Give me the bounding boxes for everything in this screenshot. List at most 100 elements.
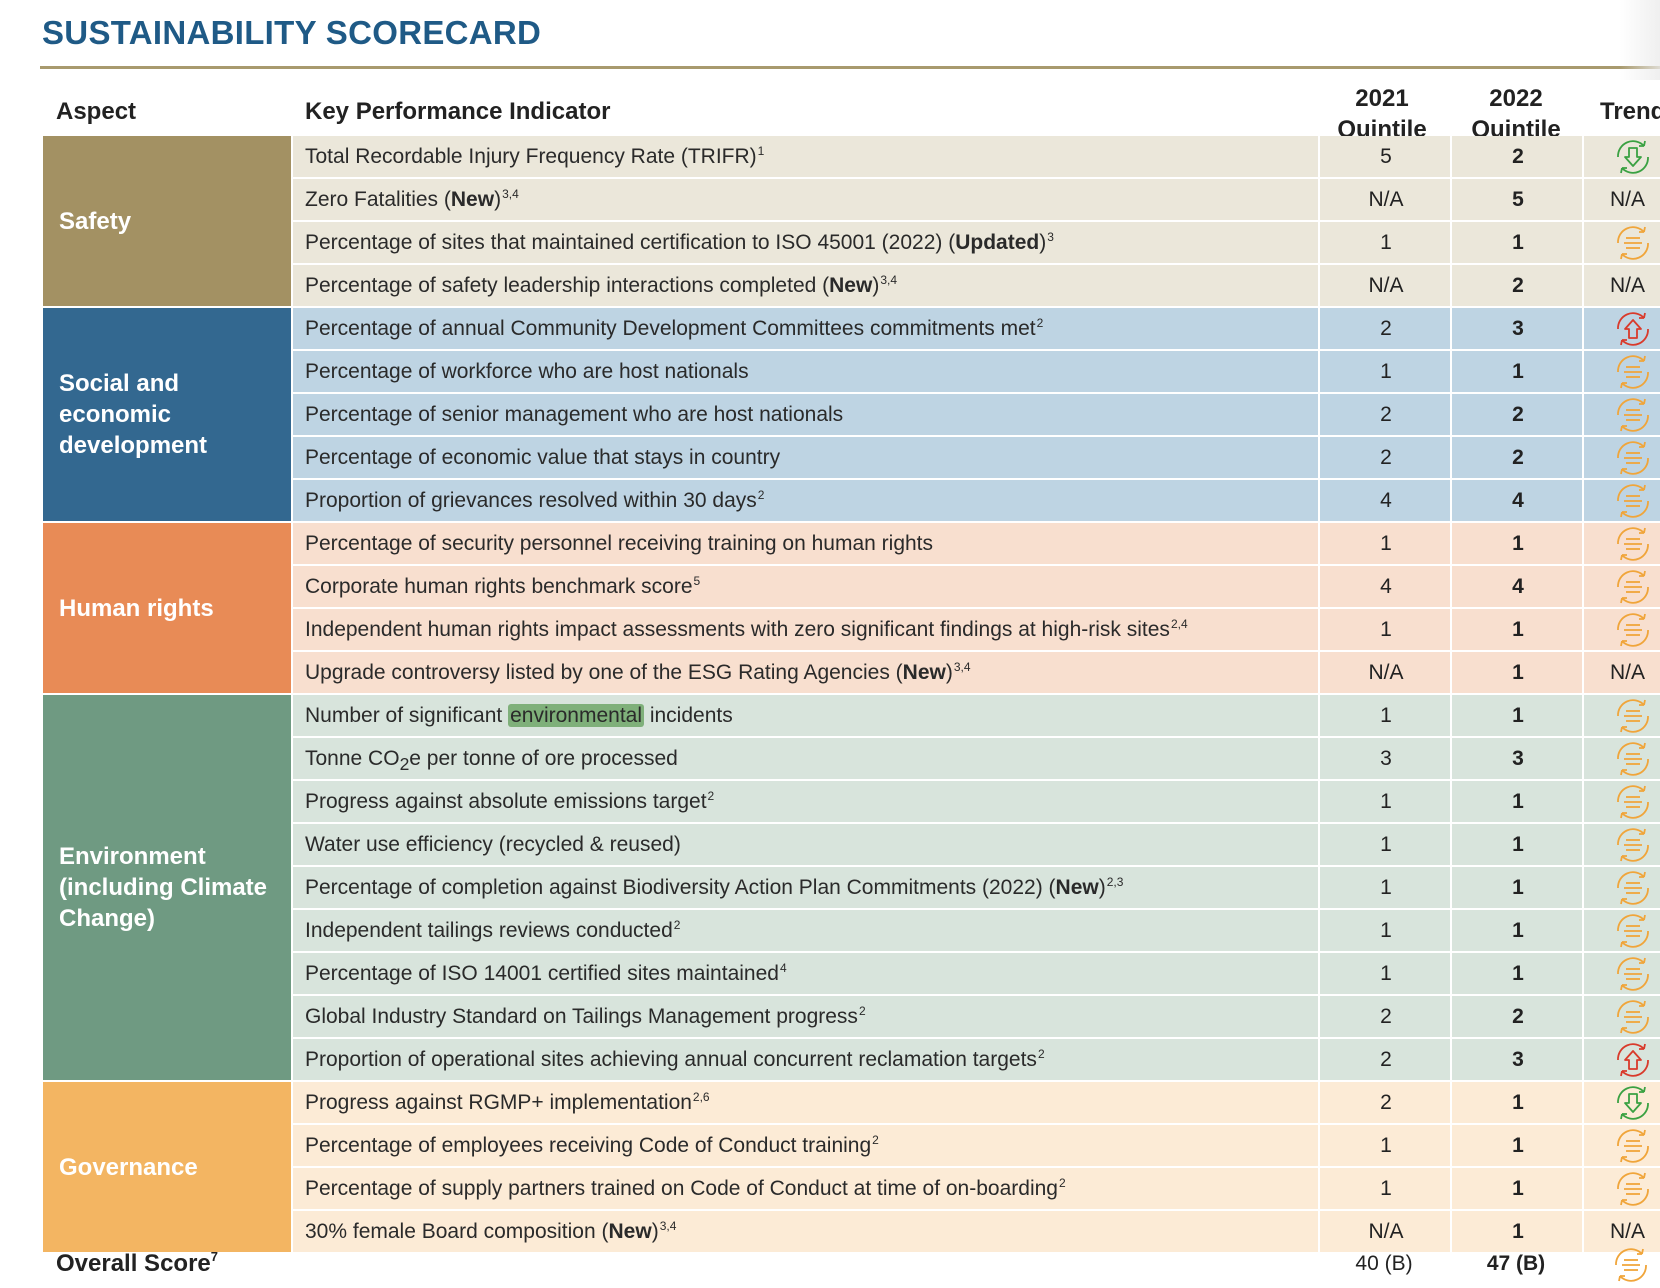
table-row: Progress against RGMP+ implementation2,6… — [293, 1082, 1660, 1125]
quintile-2021: 5 — [1318, 136, 1452, 177]
trend-flat-icon — [1614, 870, 1652, 906]
aspect-label: Social and economic development — [43, 308, 291, 523]
kpi-footnote: 3 — [1047, 230, 1054, 244]
header-kpi: Key Performance Indicator — [305, 98, 611, 125]
quintile-2021: 4 — [1318, 566, 1452, 607]
trend-cell — [1582, 1168, 1660, 1209]
table-row: Percentage of workforce who are host nat… — [293, 351, 1660, 394]
kpi-bold: New — [1055, 876, 1099, 899]
kpi-text-after: ) — [494, 188, 502, 211]
kpi-cell: Percentage of safety leadership interact… — [305, 265, 897, 306]
kpi-cell: Percentage of completion against Biodive… — [305, 867, 1123, 908]
kpi-text: Zero Fatalities ( — [305, 188, 451, 211]
trend-cell — [1582, 910, 1660, 951]
quintile-2021: 2 — [1318, 1082, 1452, 1123]
table-row: Independent human rights impact assessme… — [293, 609, 1660, 652]
quintile-2021: 1 — [1318, 1168, 1452, 1209]
kpi-subscript: 2 — [399, 754, 410, 775]
kpi-footnote: 5 — [693, 574, 701, 588]
aspect-name: Safety — [59, 207, 132, 235]
quintile-2021: N/A — [1318, 179, 1452, 220]
quintile-2021: 2 — [1318, 308, 1452, 349]
quintile-2022: 4 — [1450, 566, 1584, 607]
trend-down-icon — [1614, 1085, 1652, 1121]
header-trend: Trend — [1600, 98, 1660, 125]
quintile-2021: N/A — [1318, 1211, 1452, 1252]
kpi-text: Percentage of completion against Biodive… — [305, 876, 1056, 899]
kpi-text-after: ) — [945, 661, 953, 684]
trend-cell — [1582, 308, 1660, 349]
quintile-2021: 2 — [1318, 996, 1452, 1037]
trend-cell — [1582, 1039, 1660, 1080]
quintile-2022: 5 — [1450, 179, 1584, 220]
quintile-2021: 1 — [1318, 910, 1452, 951]
kpi-cell: Tonne CO2e per tonne of ore processed — [305, 738, 678, 779]
kpi-text: Percentage of employees receiving Code o… — [305, 1134, 872, 1157]
kpi-footnote: 2 — [1037, 1047, 1045, 1061]
trend-up-icon — [1614, 311, 1652, 347]
quintile-2021: 1 — [1318, 824, 1452, 865]
trend-cell: N/A — [1582, 652, 1660, 693]
table-row: Upgrade controversy listed by one of the… — [293, 652, 1660, 695]
kpi-text: Tonne CO — [305, 747, 400, 770]
trend-cell: N/A — [1582, 179, 1660, 220]
quintile-2022: 2 — [1450, 996, 1584, 1037]
table-row: Percentage of senior management who are … — [293, 394, 1660, 437]
quintile-2022: 2 — [1450, 136, 1584, 177]
table-row: Percentage of employees receiving Code o… — [293, 1125, 1660, 1168]
kpi-text: Independent tailings reviews conducted — [305, 919, 673, 942]
kpi-text: Percentage of supply partners trained on… — [305, 1177, 1058, 1200]
quintile-2022: 1 — [1450, 824, 1584, 865]
trend-flat-icon — [1614, 1128, 1652, 1164]
kpi-text: Corporate human rights benchmark score — [305, 575, 693, 598]
trend-cell — [1582, 738, 1660, 779]
kpi-text: Progress against absolute emissions targ… — [305, 790, 707, 813]
trend-down-icon — [1614, 139, 1652, 175]
quintile-2022: 1 — [1450, 652, 1584, 693]
trend-flat-icon — [1614, 569, 1652, 605]
overall-score-footnote: 7 — [210, 1249, 218, 1264]
trend-cell — [1582, 1082, 1660, 1123]
kpi-text-after: incidents — [644, 704, 733, 727]
quintile-2021: 1 — [1318, 351, 1452, 392]
table-row: Percentage of safety leadership interact… — [293, 265, 1660, 308]
kpi-text: Proportion of operational sites achievin… — [305, 1048, 1037, 1071]
kpi-text: Independent human rights impact assessme… — [305, 618, 1170, 641]
header-aspect: Aspect — [56, 98, 137, 125]
kpi-text: Percentage of sites that maintained cert… — [305, 231, 956, 254]
trend-cell — [1582, 1125, 1660, 1166]
kpi-cell: Percentage of sites that maintained cert… — [305, 222, 1054, 263]
aspect-label: Environment (including Climate Change) — [43, 695, 291, 1082]
kpi-footnote: 3,4 — [502, 187, 519, 201]
kpi-bold: New — [608, 1220, 652, 1243]
kpi-cell: Number of significant environmental inci… — [305, 695, 733, 736]
kpi-footnote: 3,4 — [659, 1219, 677, 1233]
quintile-2022: 4 — [1450, 480, 1584, 521]
trend-cell — [1582, 437, 1660, 478]
table-row: Independent tailings reviews conducted2 1… — [293, 910, 1660, 953]
trend-flat-icon — [1614, 397, 1652, 433]
kpi-text-after: ) — [651, 1220, 659, 1243]
kpi-text: Percentage of ISO 14001 certified sites … — [305, 962, 779, 985]
trend-flat-icon — [1614, 913, 1652, 949]
table-row: Percentage of ISO 14001 certified sites … — [293, 953, 1660, 996]
quintile-2021: 2 — [1318, 1039, 1452, 1080]
trend-cell — [1582, 136, 1660, 177]
quintile-2021: 1 — [1318, 609, 1452, 650]
kpi-text: Global Industry Standard on Tailings Man… — [305, 1005, 858, 1028]
table-row: Number of significant environmental inci… — [293, 695, 1660, 738]
trend-na: N/A — [1610, 274, 1646, 297]
aspect-name: Human rights — [59, 594, 214, 622]
page-edge-shadow — [1620, 0, 1660, 80]
overall-score-2021: 40 (B) — [1355, 1252, 1413, 1275]
quintile-2022: 1 — [1450, 695, 1584, 736]
quintile-2022: 1 — [1450, 351, 1584, 392]
kpi-text: Percentage of safety leadership interact… — [305, 274, 830, 297]
kpi-footnote: 3,4 — [880, 273, 898, 287]
trend-cell — [1582, 695, 1660, 736]
trend-na: N/A — [1610, 1220, 1646, 1243]
aspect-name: Environment (including Climate Change) — [59, 843, 268, 932]
kpi-cell: Upgrade controversy listed by one of the… — [305, 652, 971, 693]
kpi-cell: 30% female Board composition (New)3,4 — [305, 1211, 676, 1252]
kpi-cell: Total Recordable Injury Frequency Rate (… — [305, 136, 764, 177]
